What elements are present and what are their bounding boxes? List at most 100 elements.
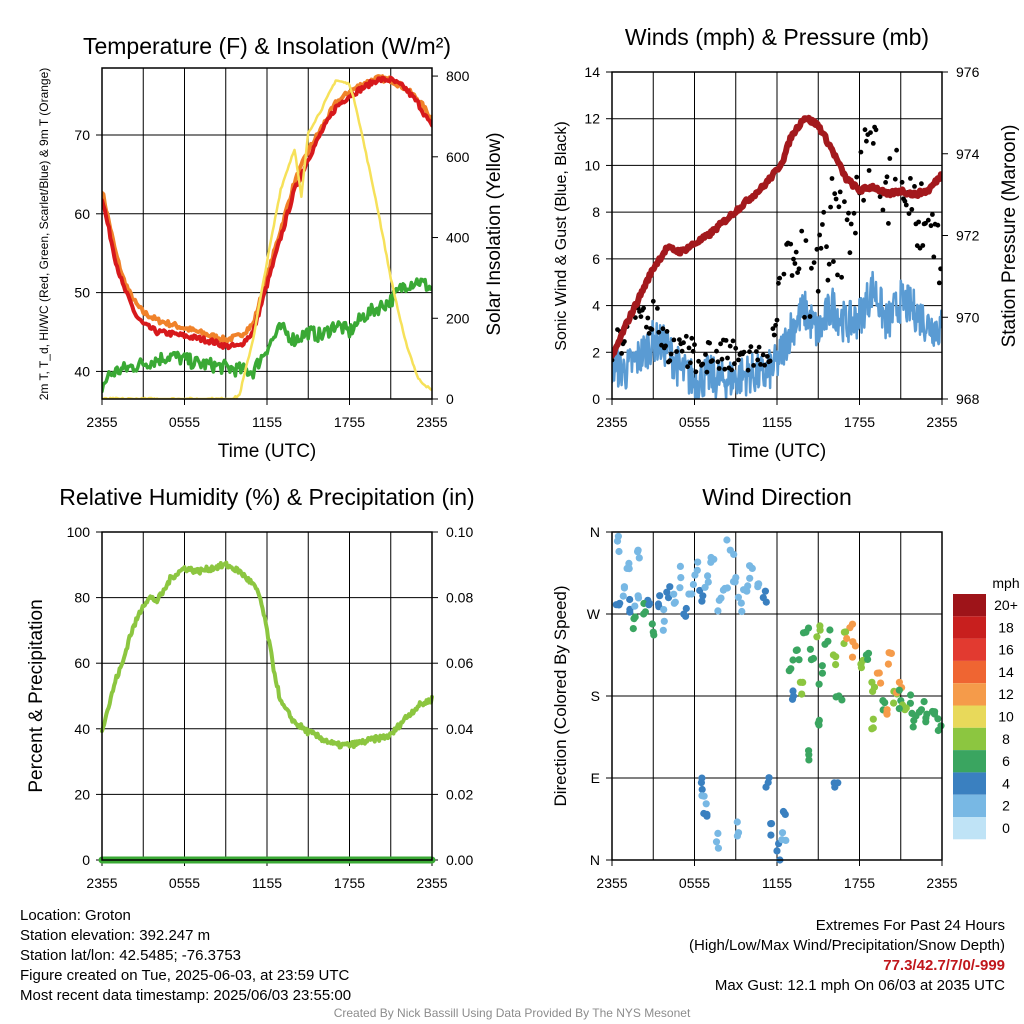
plot-border: [611, 531, 943, 861]
direction-point: [666, 583, 674, 591]
colorbar-label: 6: [1002, 753, 1010, 769]
gust-point: [809, 265, 814, 271]
gust-point: [730, 338, 736, 344]
x-tick-label: 2355: [926, 875, 957, 891]
gust-point: [776, 280, 781, 286]
y-tick-label: E: [591, 770, 600, 786]
direction-point: [634, 594, 643, 602]
direction-point: [761, 587, 770, 595]
gust-point: [833, 196, 839, 202]
x-tick-label: 2355: [926, 414, 957, 430]
gust-point: [883, 180, 888, 185]
direction-point: [934, 726, 942, 735]
gust-point: [674, 349, 679, 354]
direction-point: [670, 590, 678, 598]
direction-point: [815, 680, 823, 688]
direction-point: [689, 580, 698, 589]
gust-point: [668, 351, 674, 357]
direction-point: [884, 660, 893, 668]
station-location: Location: Groton: [20, 907, 131, 924]
direction-point: [707, 553, 715, 562]
colorbar-label: 12: [998, 686, 1014, 702]
direction-point: [663, 588, 671, 596]
direction-point: [832, 661, 840, 669]
direction-point: [682, 604, 690, 613]
gust-point: [686, 345, 692, 351]
gust-point: [892, 176, 898, 182]
gust-points: [612, 124, 942, 375]
gust-point: [793, 249, 799, 255]
y-tick-label: S: [591, 688, 600, 704]
direction-point: [793, 646, 801, 654]
y-tick-label: 12: [584, 111, 600, 127]
direction-point: [660, 606, 668, 614]
colorbar-label: 4: [1002, 775, 1010, 791]
y-axis-label: Percent & Precipitation: [26, 599, 47, 792]
gust-point: [774, 317, 780, 323]
x-tick-label: 0555: [679, 414, 710, 430]
direction-point: [712, 838, 721, 846]
direction-point: [664, 594, 673, 602]
gust-point: [681, 340, 686, 346]
direction-point: [789, 687, 797, 695]
colorbar: mph 20+ 18 16 14 12 10 8 6 4 2 0: [953, 575, 1020, 840]
gust-point: [931, 254, 937, 260]
gust-point: [729, 367, 734, 373]
y-right-tick-label: 976: [956, 64, 980, 80]
gust-point: [807, 314, 813, 319]
y-tick-label: 14: [584, 64, 600, 80]
colorbar-swatch: [953, 705, 986, 728]
gust-point: [912, 184, 917, 189]
direction-point: [864, 655, 872, 664]
direction-point: [816, 626, 824, 634]
y-right-tick-label: 0: [446, 391, 454, 407]
direction-point: [746, 562, 754, 570]
gust-point: [693, 369, 699, 375]
direction-point: [818, 662, 826, 670]
direction-point: [629, 625, 637, 633]
direction-point: [714, 829, 722, 838]
colorbar-swatch: [953, 683, 986, 706]
y-tick-label: 0: [592, 391, 600, 407]
y-right-tick-label: 0.10: [446, 524, 473, 540]
direction-point: [798, 690, 806, 698]
x-tick-label: 1155: [252, 875, 282, 891]
gust-point: [835, 272, 840, 278]
direction-point: [670, 599, 678, 607]
x-tick-label: 1755: [334, 414, 365, 430]
gust-point: [938, 266, 942, 272]
y-axis-label: 2m T, T_d, HI/WC (Red, Green, Scarlet/Bl…: [37, 68, 51, 401]
y-tick-label: 80: [74, 590, 90, 606]
gust-point: [715, 359, 721, 365]
direction-point: [910, 716, 918, 725]
gust-point: [650, 298, 656, 304]
direction-point: [881, 699, 889, 707]
gust-point: [745, 367, 751, 373]
gust-point: [826, 261, 832, 267]
station-info: Location: Groton Station elevation: 392.…: [20, 906, 351, 1006]
y-tick-label: N: [590, 852, 600, 868]
gust-point: [854, 174, 860, 180]
gust-point: [638, 314, 644, 319]
direction-point: [813, 633, 821, 641]
direction-point: [887, 649, 896, 658]
y-tick-label: 6: [592, 251, 600, 267]
gust-point: [820, 222, 825, 227]
gust-point: [930, 212, 935, 217]
gust-point: [842, 199, 847, 205]
direction-point: [700, 809, 708, 818]
direction-point: [698, 774, 706, 782]
direction-point: [785, 667, 793, 675]
gust-point: [688, 360, 693, 366]
gust-point: [725, 355, 730, 361]
x-tick-label: 2355: [596, 414, 627, 430]
gust-point: [722, 366, 728, 372]
recent-timestamp: Most recent data timestamp: 2025/06/03 2…: [20, 987, 352, 1004]
gust-point: [899, 179, 905, 185]
direction-point: [631, 613, 639, 621]
direction-point: [702, 800, 710, 808]
gust-point: [861, 197, 866, 203]
gust-point: [818, 245, 824, 251]
direction-point: [834, 779, 842, 787]
